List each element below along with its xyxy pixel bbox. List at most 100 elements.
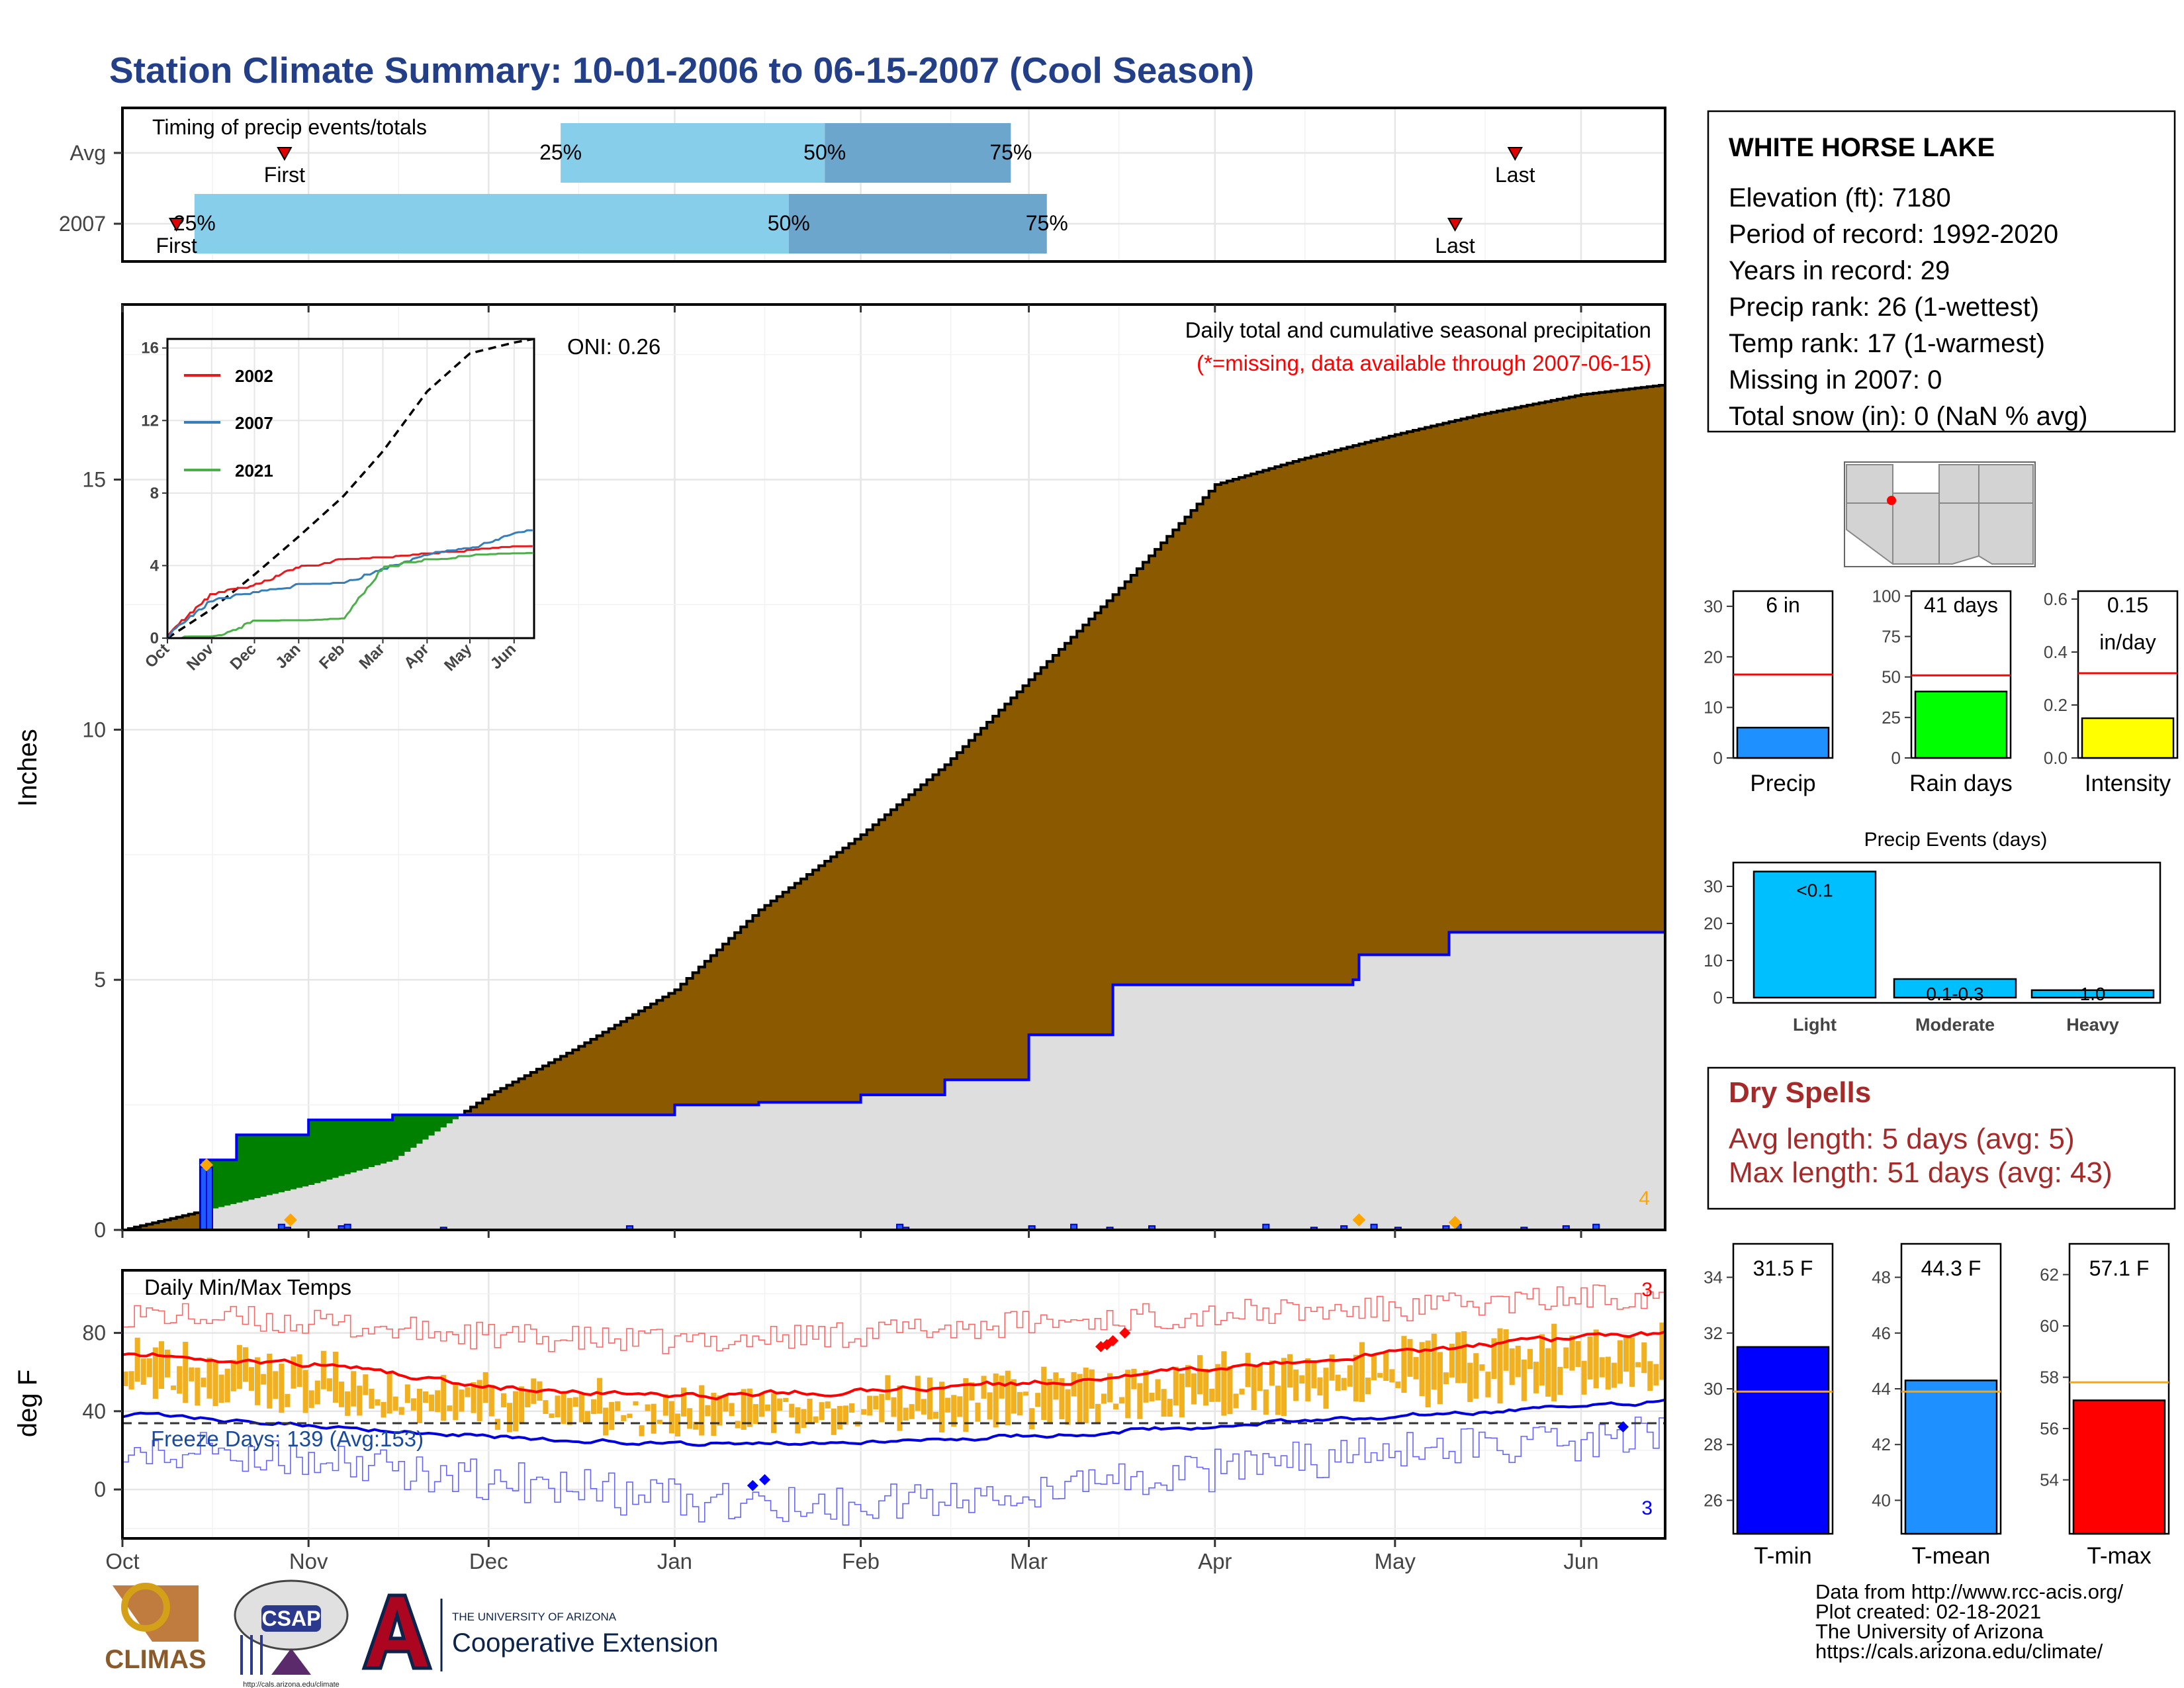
- daily-temp-bar: [1509, 1348, 1515, 1385]
- daily-temp-bar: [668, 1401, 674, 1434]
- daily-temp-bar: [1251, 1366, 1257, 1411]
- daily-temp-bar: [1065, 1389, 1071, 1425]
- daily-temp-bar: [561, 1393, 567, 1425]
- daily-temp-bar: [1353, 1354, 1359, 1402]
- events-bar-label: 0.1-0.3: [1926, 984, 1983, 1004]
- record-low-marker: [759, 1474, 770, 1485]
- precip-y-tick: 15: [82, 467, 106, 491]
- daily-temp-bar: [1113, 1403, 1119, 1410]
- daily-temp-bar: [447, 1405, 453, 1411]
- page-title: Station Climate Summary: 10-01-2006 to 0…: [109, 50, 1254, 91]
- daily-temp-bar: [758, 1393, 764, 1417]
- temp-value-text: 31.5 F: [1753, 1256, 1813, 1280]
- daily-temp-bar: [248, 1367, 255, 1391]
- daily-temp-bar: [572, 1397, 578, 1407]
- daily-temp-bar: [549, 1413, 555, 1418]
- temp-tick: 58: [2040, 1368, 2059, 1387]
- month-label-may: May: [1375, 1549, 1416, 1573]
- daily-temp-bar: [218, 1374, 224, 1403]
- daily-temp-bar: [158, 1341, 164, 1389]
- events-tick: 10: [1704, 951, 1723, 970]
- events-category: Light: [1793, 1015, 1837, 1035]
- daily-temp-bar: [1089, 1369, 1095, 1409]
- mini-tick: 0.0: [2044, 748, 2068, 768]
- station-precip-rank: Precip rank: 26 (1-wettest): [1729, 293, 2039, 322]
- daily-temp-bar: [500, 1393, 506, 1408]
- daily-temp-bar: [1431, 1333, 1437, 1390]
- daily-temp-bar: [212, 1362, 218, 1407]
- daily-temp-bar: [867, 1395, 873, 1416]
- precip-y-tick: 5: [94, 968, 106, 992]
- daily-temp-bar: [416, 1388, 423, 1423]
- daily-temp-bar: [236, 1344, 242, 1389]
- daily-temp-bar: [801, 1409, 807, 1428]
- daily-precip-bar: [343, 1223, 351, 1230]
- events-tick: 20: [1704, 914, 1723, 933]
- daily-temp-bar: [741, 1389, 747, 1430]
- daily-temp-bar: [1413, 1357, 1419, 1380]
- daily-temp-bar: [567, 1397, 572, 1425]
- daily-temp-bar: [555, 1395, 561, 1417]
- daily-temp-bar: [789, 1403, 795, 1418]
- inset-legend: 2002 2007 2021: [184, 366, 273, 481]
- daily-temp-bar: [752, 1404, 758, 1425]
- daily-temp-bar: [1077, 1374, 1083, 1425]
- daily-temp-bar: [1599, 1357, 1605, 1378]
- daily-temp-bar: [945, 1397, 951, 1413]
- daily-temp-bar: [681, 1387, 687, 1417]
- footer: CLIMAS CSAP http://cals.arizona.edu/clim…: [105, 1579, 2124, 1688]
- inset-y-tick: 0: [150, 630, 159, 647]
- daily-temp-bar: [1659, 1322, 1665, 1380]
- mini-tick: 25: [1882, 708, 1901, 727]
- daily-temp-bar: [375, 1399, 381, 1406]
- climas-logo-mark: [113, 1585, 199, 1642]
- daily-temp-bar: [981, 1376, 987, 1399]
- daily-temp-bar: [465, 1387, 471, 1397]
- daily-temp-bar: [410, 1398, 416, 1411]
- temp-tick: 40: [1872, 1490, 1891, 1510]
- daily-temp-bar: [1161, 1389, 1167, 1417]
- daily-temp-bar: [1329, 1354, 1335, 1381]
- ua-logo-a: [361, 1593, 433, 1670]
- daily-temp-bar: [1155, 1379, 1161, 1401]
- ua-top-text: THE UNIVERSITY OF ARIZONA: [452, 1611, 617, 1623]
- timing-p75-label: 75%: [1026, 211, 1068, 235]
- mini-tick: 0.4: [2044, 642, 2068, 662]
- month-label-mar: Mar: [1010, 1549, 1048, 1573]
- daily-temp-bar: [699, 1385, 705, 1436]
- daily-temp-bar: [1185, 1365, 1191, 1387]
- daily-temp-bar: [1011, 1379, 1017, 1414]
- daily-temp-bar: [308, 1390, 314, 1408]
- precip-y-tick: 0: [94, 1218, 106, 1242]
- daily-temp-bar: [519, 1386, 525, 1424]
- daily-temp-bar: [1335, 1374, 1341, 1391]
- first-label: First: [264, 163, 305, 187]
- temp-y-tick: 40: [82, 1399, 106, 1423]
- daily-temp-bar: [842, 1405, 848, 1425]
- daily-temp-bar: [435, 1390, 441, 1413]
- daily-temp-bar: [1467, 1362, 1473, 1402]
- mini-tick: 0: [1891, 748, 1901, 768]
- temp-bar-label: T-min: [1754, 1543, 1812, 1569]
- precip-events-chart: Precip Events (days) 0 10 20 30 <0.1 Light 0.1…: [1704, 829, 2161, 1035]
- daily-precip-bar: [205, 1166, 214, 1230]
- mini-label: Precip: [1750, 771, 1815, 796]
- daily-temp-bar: [1539, 1334, 1545, 1385]
- month-label-apr: Apr: [1198, 1549, 1232, 1573]
- daily-temp-bar: [1005, 1370, 1011, 1426]
- mini-value-unit: in/day: [2099, 630, 2156, 654]
- daily-temp-bar: [687, 1408, 693, 1429]
- daily-temp-bar: [1359, 1342, 1365, 1402]
- daily-temp-bar: [674, 1413, 681, 1436]
- daily-temp-bar: [1425, 1340, 1431, 1408]
- daily-temp-bar: [735, 1421, 741, 1429]
- daily-temp-bar: [1449, 1343, 1455, 1378]
- daily-temp-bar: [1401, 1336, 1407, 1393]
- daily-temp-bar: [1197, 1355, 1203, 1395]
- missing-marker: [284, 1213, 297, 1227]
- daily-temp-bar: [398, 1407, 404, 1415]
- record-low-marker: [1617, 1421, 1629, 1432]
